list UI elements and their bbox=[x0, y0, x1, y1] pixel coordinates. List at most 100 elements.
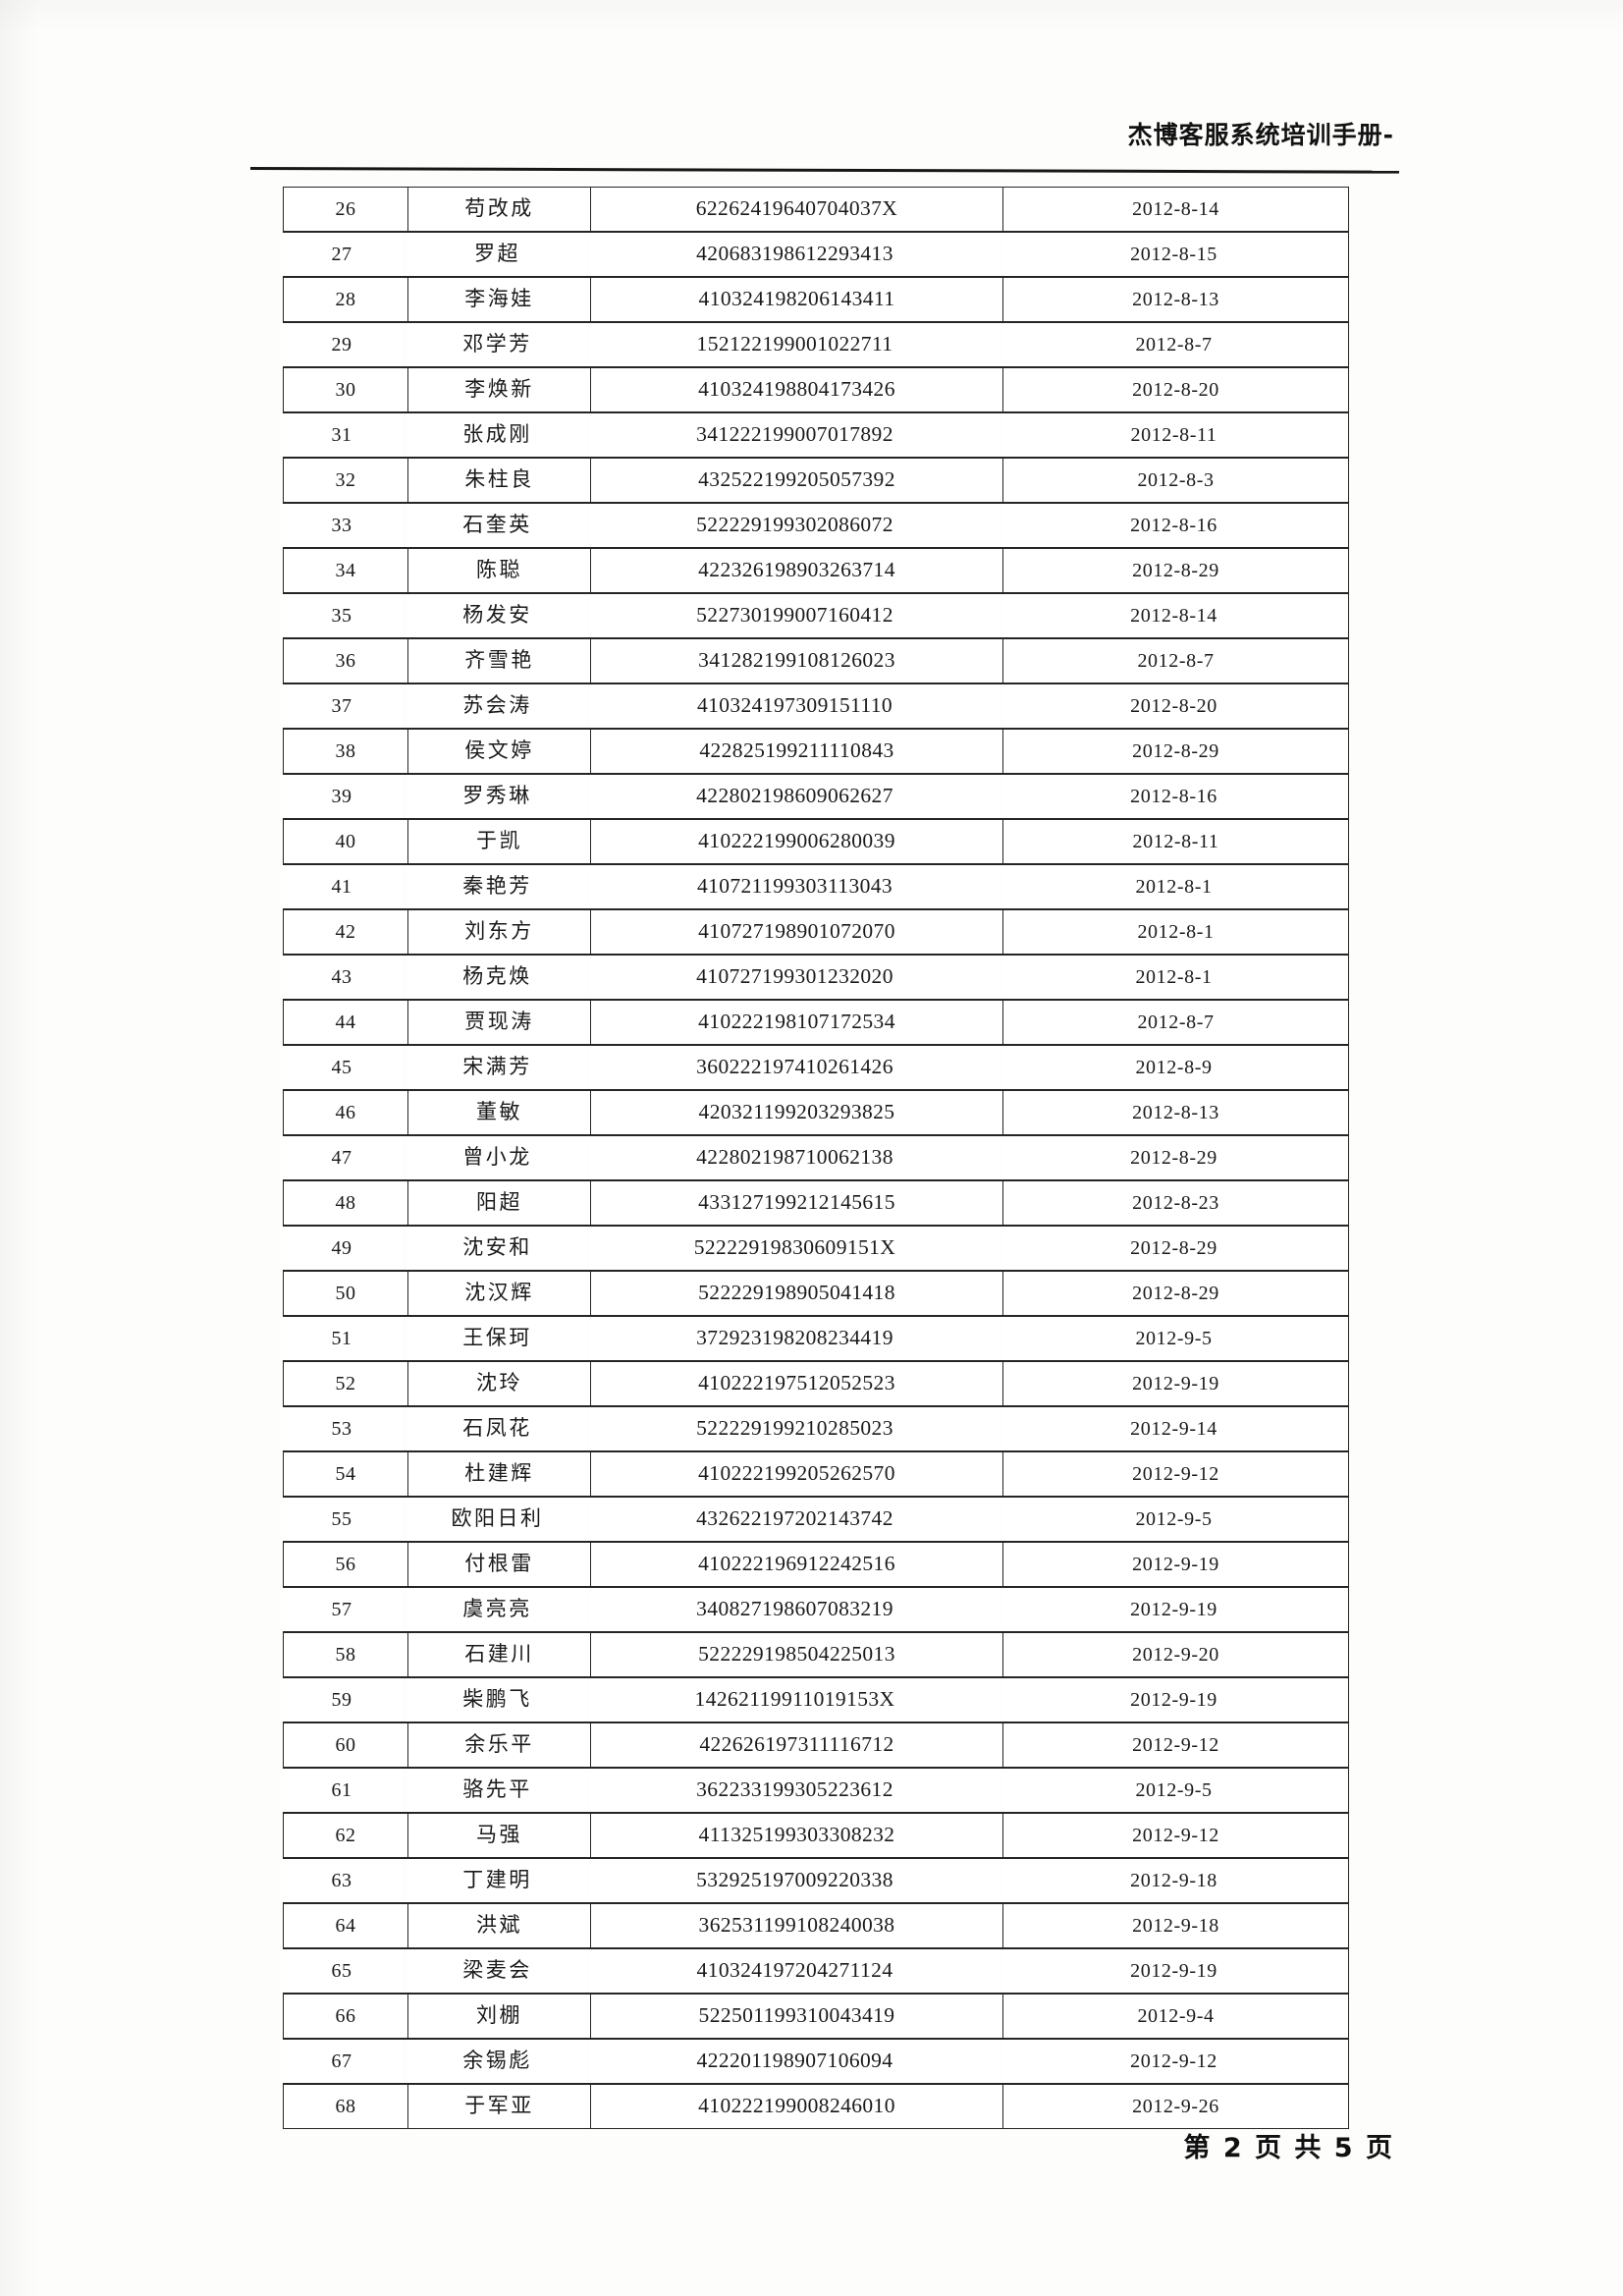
row-index-cell: 59 bbox=[279, 1676, 405, 1723]
row-date-cell: 2012-9-18 bbox=[1001, 1857, 1347, 1904]
row-name-cell: 梁麦会 bbox=[406, 1947, 589, 1995]
row-id-number-cell: 422802198609062627 bbox=[588, 773, 1001, 820]
header-title: 杰博客服系统培训手册- bbox=[1127, 121, 1394, 149]
table-row: 39 罗秀琳 422802198609062627 2012-8-16 bbox=[279, 773, 1347, 820]
row-id-number-cell: 62262419640704037X bbox=[590, 187, 1003, 233]
row-date-cell: 2012-9-12 bbox=[1002, 1812, 1349, 1859]
row-name-cell: 于凯 bbox=[407, 818, 591, 865]
row-date-cell: 2012-9-12 bbox=[1002, 1722, 1349, 1769]
row-name-cell: 石奎英 bbox=[406, 502, 589, 549]
row-index-cell: 41 bbox=[279, 863, 405, 910]
row-date-cell: 2012-9-26 bbox=[1002, 2083, 1349, 2129]
row-index-cell: 31 bbox=[279, 411, 405, 459]
row-index-cell: 38 bbox=[283, 728, 408, 775]
row-id-number-cell: 432622197202143742 bbox=[588, 1496, 1001, 1543]
row-index-cell: 26 bbox=[283, 187, 408, 233]
table-row: 48 阳超 433127199212145615 2012-8-23 bbox=[283, 1179, 1349, 1227]
table-row: 36 齐雪艳 341282199108126023 2012-8-7 bbox=[283, 637, 1349, 684]
row-index-cell: 40 bbox=[283, 818, 408, 865]
row-name-cell: 齐雪艳 bbox=[407, 637, 591, 684]
row-date-cell: 2012-8-23 bbox=[1002, 1179, 1349, 1227]
table-row: 43 杨克焕 410727199301232020 2012-8-1 bbox=[279, 954, 1347, 1001]
table-row: 53 石凤花 522229199210285023 2012-9-14 bbox=[279, 1405, 1347, 1452]
row-date-cell: 2012-8-20 bbox=[1002, 366, 1349, 413]
row-index-cell: 68 bbox=[283, 2083, 408, 2129]
table-row: 45 宋满芳 360222197410261426 2012-8-9 bbox=[279, 1044, 1347, 1091]
row-id-number-cell: 410222197512052523 bbox=[590, 1360, 1003, 1407]
table-row: 60 余乐平 422626197311116712 2012-9-12 bbox=[283, 1722, 1349, 1769]
table-row: 62 马强 411325199303308232 2012-9-12 bbox=[283, 1812, 1349, 1859]
document-footer: 第 2 页 共 5 页 bbox=[0, 2126, 1394, 2164]
row-date-cell: 2012-8-29 bbox=[1002, 728, 1349, 775]
row-name-cell: 沈玲 bbox=[407, 1360, 591, 1407]
table-row: 59 柴鹏飞 14262119911019153X 2012-9-19 bbox=[279, 1676, 1347, 1723]
table-row: 29 邓学芳 152122199001022711 2012-8-7 bbox=[279, 321, 1347, 368]
table-row: 41 秦艳芳 410721199303113043 2012-8-1 bbox=[279, 863, 1347, 910]
row-name-cell: 苟改成 bbox=[407, 187, 591, 233]
row-date-cell: 2012-8-11 bbox=[1002, 818, 1349, 865]
row-id-number-cell: 410222198107172534 bbox=[590, 999, 1003, 1046]
row-date-cell: 2012-8-11 bbox=[1001, 411, 1347, 459]
row-id-number-cell: 362531199108240038 bbox=[590, 1902, 1003, 1949]
row-date-cell: 2012-8-1 bbox=[1001, 954, 1347, 1001]
row-name-cell: 阳超 bbox=[407, 1179, 591, 1227]
table-row: 42 刘东方 410727198901072070 2012-8-1 bbox=[283, 908, 1349, 956]
row-id-number-cell: 410222199006280039 bbox=[590, 818, 1003, 865]
table-row: 34 陈聪 422326198903263714 2012-8-29 bbox=[283, 547, 1349, 594]
row-index-cell: 34 bbox=[283, 547, 408, 594]
row-index-cell: 42 bbox=[283, 908, 408, 956]
row-id-number-cell: 52222919830609151X bbox=[588, 1225, 1001, 1272]
row-id-number-cell: 410222199205262570 bbox=[590, 1450, 1003, 1498]
row-index-cell: 66 bbox=[283, 1993, 408, 2040]
row-id-number-cell: 522229198504225013 bbox=[590, 1631, 1003, 1678]
row-id-number-cell: 422626197311116712 bbox=[590, 1722, 1003, 1769]
row-index-cell: 58 bbox=[283, 1631, 408, 1678]
row-date-cell: 2012-9-18 bbox=[1002, 1902, 1349, 1949]
row-index-cell: 33 bbox=[279, 502, 405, 549]
row-id-number-cell: 362233199305223612 bbox=[588, 1767, 1001, 1814]
row-index-cell: 54 bbox=[283, 1450, 408, 1498]
table-row: 58 石建川 522229198504225013 2012-9-20 bbox=[283, 1631, 1349, 1678]
table-row: 32 朱柱良 432522199205057392 2012-8-3 bbox=[283, 457, 1349, 504]
roster-table-container: 26 苟改成 62262419640704037X 2012-8-14 27 罗超 4206… bbox=[279, 187, 1349, 2129]
table-row: 27 罗超 420683198612293413 2012-8-15 bbox=[279, 231, 1347, 278]
roster-table-body: 26 苟改成 62262419640704037X 2012-8-14 27 罗超 4206… bbox=[279, 187, 1349, 2129]
row-index-cell: 51 bbox=[279, 1315, 405, 1362]
row-id-number-cell: 372923198208234419 bbox=[588, 1315, 1001, 1362]
row-name-cell: 秦艳芳 bbox=[406, 863, 589, 910]
table-row: 67 余锡彪 422201198907106094 2012-9-12 bbox=[279, 2038, 1347, 2085]
row-index-cell: 57 bbox=[279, 1586, 405, 1633]
row-name-cell: 曾小龙 bbox=[406, 1134, 589, 1181]
row-date-cell: 2012-8-7 bbox=[1001, 321, 1347, 368]
row-name-cell: 侯文婷 bbox=[407, 728, 591, 775]
row-id-number-cell: 432522199205057392 bbox=[590, 457, 1003, 504]
row-date-cell: 2012-8-1 bbox=[1001, 863, 1347, 910]
row-id-number-cell: 410727198901072070 bbox=[590, 908, 1003, 956]
scan-edge-shadow-left bbox=[0, 0, 39, 2296]
row-date-cell: 2012-9-19 bbox=[1001, 1676, 1347, 1723]
row-index-cell: 61 bbox=[279, 1767, 405, 1814]
row-name-cell: 刘棚 bbox=[407, 1993, 591, 2040]
table-row: 47 曾小龙 422802198710062138 2012-8-29 bbox=[279, 1134, 1347, 1181]
table-row: 33 石奎英 522229199302086072 2012-8-16 bbox=[279, 502, 1347, 549]
row-index-cell: 49 bbox=[279, 1225, 405, 1272]
row-name-cell: 虞亮亮 bbox=[406, 1586, 589, 1633]
row-name-cell: 石凤花 bbox=[406, 1405, 589, 1452]
row-name-cell: 柴鹏飞 bbox=[406, 1676, 589, 1723]
row-index-cell: 63 bbox=[279, 1857, 405, 1904]
row-name-cell: 杨克焕 bbox=[406, 954, 589, 1001]
table-row: 35 杨发安 522730199007160412 2012-8-14 bbox=[279, 592, 1347, 639]
row-date-cell: 2012-8-3 bbox=[1002, 457, 1349, 504]
row-id-number-cell: 340827198607083219 bbox=[588, 1586, 1001, 1633]
row-id-number-cell: 410727199301232020 bbox=[588, 954, 1001, 1001]
row-index-cell: 29 bbox=[279, 321, 405, 368]
row-index-cell: 43 bbox=[279, 954, 405, 1001]
row-name-cell: 罗秀琳 bbox=[406, 773, 589, 820]
row-index-cell: 67 bbox=[279, 2038, 405, 2085]
table-row: 61 骆先平 362233199305223612 2012-9-5 bbox=[279, 1767, 1347, 1814]
row-id-number-cell: 422326198903263714 bbox=[590, 547, 1003, 594]
row-id-number-cell: 341222199007017892 bbox=[588, 411, 1001, 459]
table-row: 28 李海娃 410324198206143411 2012-8-13 bbox=[283, 276, 1349, 323]
row-name-cell: 欧阳日利 bbox=[406, 1496, 589, 1543]
table-row: 65 梁麦会 410324197204271124 2012-9-19 bbox=[279, 1947, 1347, 1995]
